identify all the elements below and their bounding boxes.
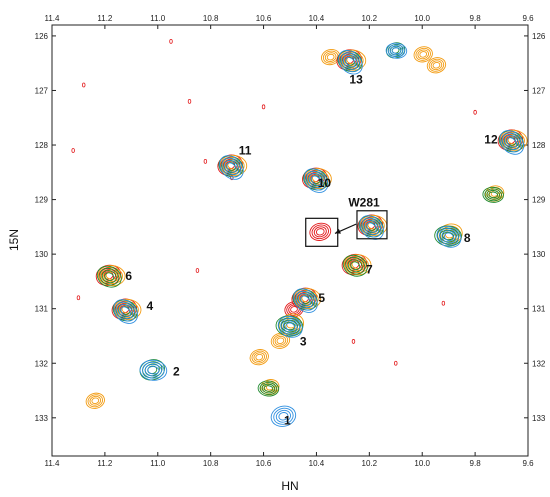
y-tick-label-left: 127: [35, 86, 49, 95]
y-tick-label-right: 128: [532, 141, 546, 150]
peak-6: [95, 264, 126, 288]
x-tick-label-bottom: 10.8: [203, 459, 219, 468]
peak-label-6: 6: [125, 269, 132, 283]
x-tick-label-top: 10.2: [362, 14, 378, 23]
ticks-layer: 11.4 11.4 11.2 11.2 11.0 11.0 10.8 10.8 10.6 10.6…: [35, 14, 546, 468]
y-tick-label-left: 131: [35, 305, 49, 314]
y-tick-label-right: 131: [532, 305, 546, 314]
minor-peak: [270, 332, 291, 349]
peak-3: [275, 313, 305, 338]
peak-label-7: 7: [366, 262, 373, 276]
shift-arrow-head: [334, 228, 341, 234]
y-tick-label-left: 133: [35, 414, 49, 423]
peak-11: [217, 154, 248, 180]
peak-label-w281: W281: [348, 195, 380, 209]
peak-10: [302, 167, 332, 193]
peak-1: [270, 405, 297, 427]
y-tick-label-left: 129: [35, 196, 49, 205]
x-tick-label-top: 9.8: [470, 14, 482, 23]
peak-label-5: 5: [318, 291, 325, 305]
x-tick-label-bottom: 10.6: [256, 459, 272, 468]
peak-2: [139, 359, 168, 381]
peak-7: [341, 253, 372, 277]
x-tick-label-bottom: 11.2: [97, 459, 113, 468]
peak-label-12: 12: [484, 133, 498, 147]
minor-peak: [249, 349, 269, 366]
noise-peak: [351, 339, 356, 344]
peak-label-4: 4: [147, 299, 154, 313]
minor-peak: [482, 185, 505, 203]
noise-peak: [394, 360, 398, 366]
x-tick-label-bottom: 9.6: [522, 459, 534, 468]
y-tick-label-right: 132: [532, 359, 546, 368]
minor-peak: [257, 379, 280, 397]
minor-peak: [85, 392, 105, 409]
x-tick-label-top: 10.8: [203, 14, 219, 23]
y-axis-label: 15N: [7, 229, 21, 251]
noise-peak: [261, 104, 266, 110]
noise-peak: [76, 295, 81, 301]
y-tick-label-right: 127: [532, 86, 546, 95]
peak-8: [434, 223, 463, 248]
x-tick-label-top: 11.4: [45, 14, 61, 23]
peak-12: [497, 129, 528, 155]
y-tick-label-right: 126: [532, 32, 546, 41]
x-tick-label-bottom: 11.4: [45, 459, 61, 468]
peak-label-3: 3: [300, 334, 307, 348]
minor-peak: [426, 57, 447, 74]
y-tick-label-left: 126: [35, 32, 49, 41]
x-tick-label-top: 10.0: [414, 14, 430, 23]
noise-peak: [71, 148, 75, 153]
x-axis-label: HN: [281, 479, 298, 493]
peak-w281: [357, 214, 388, 240]
y-tick-label-left: 128: [35, 141, 49, 150]
peak-4: [111, 298, 142, 324]
noise-peak: [203, 158, 208, 164]
y-tick-label-right: 133: [532, 414, 546, 423]
shifted-peak-box: [305, 217, 339, 247]
noise-peak: [82, 82, 86, 88]
peak-label-13: 13: [349, 73, 363, 87]
x-tick-label-bottom: 10.0: [414, 459, 430, 468]
peaks-layer: [71, 38, 528, 427]
peak-label-8: 8: [464, 231, 471, 245]
x-tick-label-bottom: 10.2: [362, 459, 378, 468]
noise-peak: [441, 300, 446, 306]
peak-13: [336, 49, 367, 75]
peak-5: [291, 287, 322, 313]
shifted-peak: [309, 222, 332, 241]
peak-label-2: 2: [173, 364, 180, 378]
x-tick-label-top: 11.2: [97, 14, 113, 23]
noise-peak: [169, 38, 173, 44]
x-tick-label-bottom: 9.8: [470, 459, 482, 468]
noise-peak: [195, 268, 200, 273]
noise-peak: [473, 109, 477, 115]
y-tick-label-left: 130: [35, 250, 49, 259]
x-tick-label-top: 10.4: [309, 14, 325, 23]
peak-box: [356, 210, 388, 240]
x-tick-label-top: 9.6: [522, 14, 534, 23]
x-tick-label-top: 10.6: [256, 14, 272, 23]
noise-peak: [187, 98, 192, 104]
x-tick-label-top: 11.0: [150, 14, 166, 23]
peak-label-10: 10: [318, 176, 332, 190]
y-tick-label-right: 130: [532, 250, 546, 259]
noise-peak: [230, 175, 234, 181]
peak-label-11: 11: [239, 143, 252, 157]
x-tick-label-bottom: 11.0: [150, 459, 166, 468]
minor-peak: [413, 46, 433, 63]
y-tick-label-left: 132: [35, 359, 49, 368]
minor-peak: [385, 42, 408, 59]
x-tick-label-bottom: 10.4: [309, 459, 325, 468]
peak-label-1: 1: [284, 414, 291, 428]
plot-frame: [51, 24, 529, 457]
y-tick-label-right: 129: [532, 196, 546, 205]
